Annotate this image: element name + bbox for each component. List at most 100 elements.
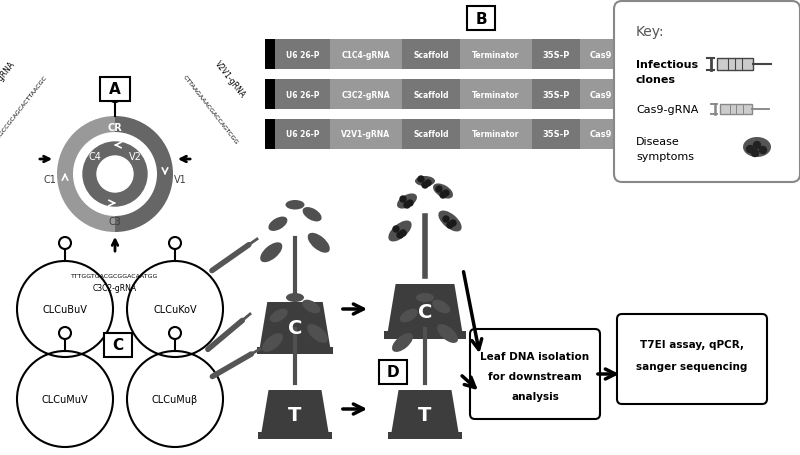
Bar	[622, 80, 687, 110]
Bar	[275, 120, 330, 150]
Circle shape	[751, 150, 758, 157]
Bar	[532, 40, 580, 70]
Ellipse shape	[743, 138, 771, 157]
Text: U6 26-P: U6 26-P	[286, 130, 319, 139]
Text: sanger sequencing: sanger sequencing	[636, 361, 748, 371]
Text: V2: V2	[129, 152, 142, 162]
Text: for downstream: for downstream	[488, 371, 582, 381]
Circle shape	[422, 182, 428, 188]
Bar	[460, 80, 532, 110]
Bar	[622, 40, 687, 70]
Text: D: D	[386, 365, 399, 379]
Circle shape	[443, 217, 449, 222]
Text: Terminator: Terminator	[631, 90, 678, 99]
Bar	[330, 80, 402, 110]
Text: C1C4-gRNA: C1C4-gRNA	[342, 51, 390, 59]
Text: TACGCCGCAGCACTTAACGC: TACGCCGCAGCACTTAACGC	[0, 75, 49, 145]
Bar	[580, 80, 622, 110]
Text: C: C	[113, 338, 123, 353]
Circle shape	[450, 221, 456, 227]
FancyBboxPatch shape	[100, 78, 130, 102]
FancyBboxPatch shape	[467, 7, 495, 31]
Bar	[265, 80, 275, 110]
Bar	[687, 120, 697, 150]
Bar	[257, 347, 334, 354]
Text: T: T	[418, 405, 432, 425]
Ellipse shape	[388, 221, 412, 242]
Text: CLCuMuβ: CLCuMuβ	[152, 394, 198, 404]
Ellipse shape	[308, 233, 330, 253]
Ellipse shape	[397, 194, 417, 209]
Text: V2V1-gRNA: V2V1-gRNA	[342, 130, 390, 139]
Text: C: C	[418, 303, 432, 322]
Text: 35S-P: 35S-P	[542, 130, 570, 139]
Bar	[460, 40, 532, 70]
Bar	[265, 40, 275, 70]
Text: Cas9: Cas9	[590, 51, 612, 59]
Text: Terminator: Terminator	[631, 130, 678, 139]
Ellipse shape	[286, 201, 305, 210]
Text: symptoms: symptoms	[636, 152, 694, 162]
Ellipse shape	[438, 211, 462, 232]
Bar	[384, 331, 466, 339]
FancyBboxPatch shape	[614, 2, 800, 182]
Polygon shape	[260, 390, 330, 439]
Text: C1C4-gRNA: C1C4-gRNA	[0, 60, 17, 100]
Wedge shape	[115, 117, 173, 233]
Bar	[460, 120, 532, 150]
Wedge shape	[57, 117, 115, 233]
Polygon shape	[386, 284, 463, 339]
Circle shape	[425, 181, 431, 187]
Text: V2V1-gRNA: V2V1-gRNA	[213, 60, 247, 100]
Bar	[687, 80, 697, 110]
Bar	[389, 432, 462, 439]
Text: Terminator: Terminator	[631, 51, 678, 59]
Text: V1: V1	[174, 175, 186, 185]
Text: TTTGGTGACGCGGACAATGG: TTTGGTGACGCGGACAATGG	[71, 274, 158, 279]
Circle shape	[754, 142, 761, 149]
Bar	[258, 432, 331, 439]
Ellipse shape	[260, 243, 282, 263]
Text: Disease: Disease	[636, 136, 680, 147]
Text: Scaffold: Scaffold	[414, 130, 449, 139]
Circle shape	[83, 143, 147, 207]
Text: 35S-P: 35S-P	[542, 90, 570, 99]
Ellipse shape	[302, 207, 322, 222]
Text: Scaffold: Scaffold	[414, 51, 449, 59]
Text: CLCuKoV: CLCuKoV	[153, 304, 197, 314]
Bar	[717, 59, 753, 71]
Text: C4: C4	[89, 152, 102, 162]
Bar	[402, 80, 460, 110]
Text: T: T	[288, 405, 302, 425]
Text: analysis: analysis	[511, 391, 559, 401]
Text: Key:: Key:	[636, 25, 665, 39]
Text: Infectious: Infectious	[636, 60, 698, 70]
Circle shape	[404, 202, 410, 208]
Text: Terminator: Terminator	[472, 51, 520, 59]
Ellipse shape	[302, 300, 320, 313]
Bar	[720, 104, 752, 115]
Bar	[402, 40, 460, 70]
Ellipse shape	[307, 324, 328, 343]
Text: B: B	[475, 11, 487, 26]
Ellipse shape	[286, 293, 304, 302]
Text: C3: C3	[109, 217, 122, 227]
Circle shape	[436, 187, 442, 192]
Text: Cas9: Cas9	[590, 130, 612, 139]
Text: Terminator: Terminator	[472, 90, 520, 99]
Text: C3C2-gRNA: C3C2-gRNA	[342, 90, 390, 99]
Bar	[330, 120, 402, 150]
FancyBboxPatch shape	[379, 360, 407, 384]
Ellipse shape	[262, 334, 283, 352]
Circle shape	[393, 227, 399, 233]
Bar	[580, 120, 622, 150]
Text: CR: CR	[108, 123, 122, 133]
Text: T7EI assay, qPCR,: T7EI assay, qPCR,	[640, 339, 744, 349]
FancyBboxPatch shape	[470, 329, 600, 419]
Bar	[622, 120, 687, 150]
Ellipse shape	[269, 217, 287, 232]
Text: C2: C2	[109, 175, 122, 185]
Circle shape	[447, 222, 453, 228]
Text: A: A	[109, 82, 121, 97]
Text: Leaf DNA isolation: Leaf DNA isolation	[481, 351, 590, 361]
